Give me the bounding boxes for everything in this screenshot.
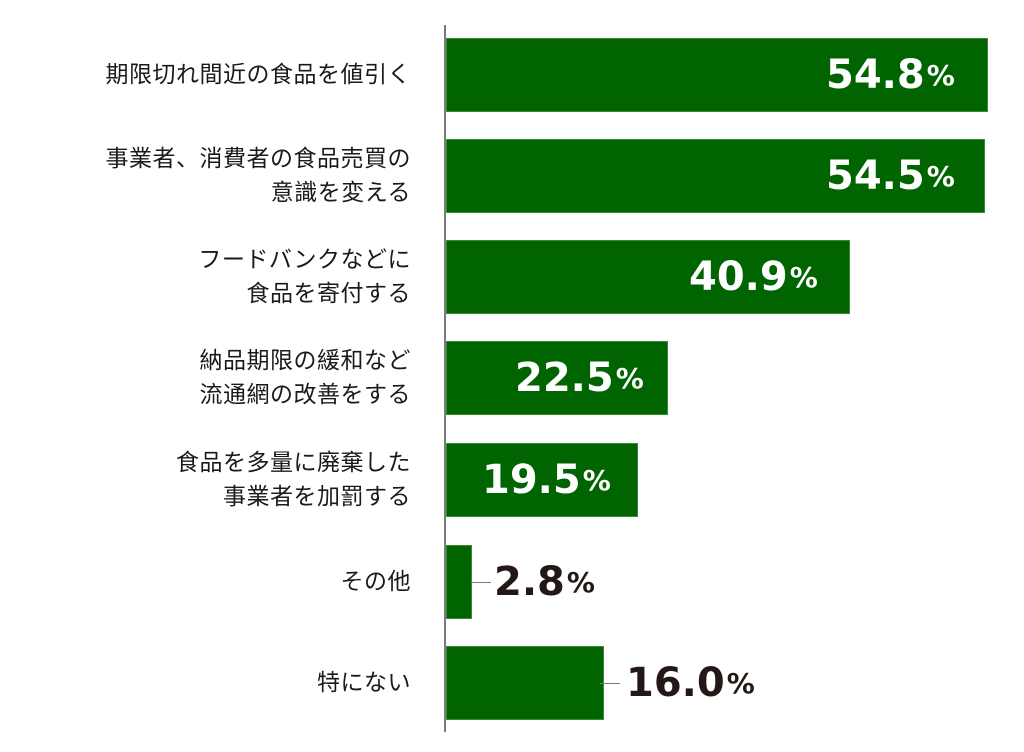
category-label: その他	[341, 545, 412, 619]
percent-sign: %	[615, 361, 644, 395]
category-label: フードバンクなどに 食品を寄付する	[198, 240, 411, 314]
value-label: 19.5%	[482, 443, 611, 517]
value-number: 19.5	[482, 457, 581, 503]
value-label: 54.5%	[826, 139, 955, 213]
leader-line	[600, 683, 620, 684]
percent-sign: %	[926, 159, 955, 193]
bar	[446, 139, 985, 213]
category-label-line: 特にない	[317, 670, 411, 696]
value-label: 16.0%	[626, 646, 755, 720]
bar	[446, 545, 472, 619]
value-label: 2.8%	[494, 545, 595, 619]
value-number: 54.5	[826, 153, 925, 199]
bar-row: 特にない 16.0%	[0, 646, 1024, 720]
category-label-line: 流通網の改善をする	[199, 382, 411, 408]
bar	[446, 38, 988, 112]
category-axis-line	[444, 25, 446, 732]
percent-sign: %	[789, 260, 818, 294]
bar	[446, 341, 668, 415]
category-label-line: 食品を多量に廃棄した	[176, 450, 411, 476]
bar-row: 納品期限の緩和など 流通網の改善をする 22.5%	[0, 341, 1024, 415]
category-label: 食品を多量に廃棄した 事業者を加罰する	[176, 443, 411, 517]
value-label: 54.8%	[826, 38, 955, 112]
bar	[446, 240, 850, 314]
bar-row: 期限切れ間近の食品を値引く 54.8%	[0, 38, 1024, 112]
category-label: 期限切れ間近の食品を値引く	[106, 38, 412, 112]
category-label: 事業者、消費者の食品売買の 意識を変える	[106, 139, 412, 213]
category-label-line: 納品期限の緩和など	[199, 348, 411, 374]
category-label-line: 事業者を加罰する	[223, 484, 411, 510]
leader-line	[471, 582, 491, 583]
value-number: 40.9	[689, 254, 788, 300]
value-number: 2.8	[494, 559, 565, 605]
percent-sign: %	[926, 58, 955, 92]
value-label: 40.9%	[689, 240, 818, 314]
percent-sign: %	[566, 565, 595, 599]
category-label: 特にない	[317, 646, 411, 720]
bar-row: 事業者、消費者の食品売買の 意識を変える 54.5%	[0, 139, 1024, 213]
percent-sign: %	[582, 463, 611, 497]
bar-row: フードバンクなどに 食品を寄付する 40.9%	[0, 240, 1024, 314]
category-label-line: フードバンクなどに	[198, 247, 411, 273]
category-label: 納品期限の緩和など 流通網の改善をする	[200, 341, 412, 415]
value-number: 54.8	[826, 52, 925, 98]
category-label-line: 意識を変える	[270, 180, 411, 206]
category-label-line: その他	[340, 569, 411, 595]
percent-sign: %	[726, 666, 755, 700]
bar	[446, 443, 638, 517]
value-label: 22.5%	[515, 341, 644, 415]
bar-row: その他 2.8%	[0, 545, 1024, 619]
category-label-line: 事業者、消費者の食品売買の	[105, 146, 411, 172]
category-label-line: 期限切れ間近の食品を値引く	[105, 62, 411, 88]
value-number: 22.5	[515, 355, 614, 401]
category-label-line: 食品を寄付する	[246, 281, 411, 307]
bar	[446, 646, 604, 720]
value-number: 16.0	[626, 660, 725, 706]
bar-row: 食品を多量に廃棄した 事業者を加罰する 19.5%	[0, 443, 1024, 517]
